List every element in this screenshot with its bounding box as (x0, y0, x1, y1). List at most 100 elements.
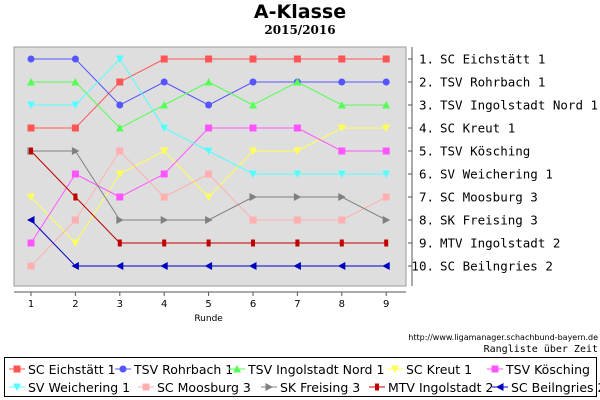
series-7-point-2 (71, 216, 79, 224)
legend-swatch-marker-1 (13, 365, 21, 373)
series-2-point-1 (27, 55, 35, 63)
series-7-point-3 (116, 147, 124, 155)
series-7-point-8 (338, 216, 346, 224)
rank-label-3: 3. (419, 98, 434, 113)
rank-label-9: 9. (419, 236, 434, 251)
series-9-point-6 (251, 239, 255, 247)
legend-swatch-marker-6 (13, 383, 21, 391)
series-9-point-9 (384, 239, 389, 247)
legend-label-7: SC Moosburg 3 (157, 379, 251, 395)
legend-swatch-marker-4 (391, 365, 399, 373)
legend-label-2: TSV Rohrbach 1 (134, 361, 234, 377)
legend-label-3: TSV Ingolstadt Nord 1 (248, 361, 385, 377)
legend-swatch-6 (9, 383, 25, 391)
series-4-point-2 (71, 239, 80, 247)
team-label-7: SC Moosburg 3 (440, 190, 538, 205)
series-9-point-3 (117, 239, 122, 247)
series-4-point-3 (115, 170, 124, 178)
legend-swatch-marker-8 (265, 383, 273, 391)
series-4-point-8 (337, 124, 346, 132)
series-2-point-4 (160, 78, 168, 86)
series-9-point-4 (162, 239, 167, 247)
series-4-point-4 (160, 147, 169, 155)
x-tick-label-5: 5 (205, 299, 211, 310)
series-3-point-7 (293, 78, 302, 86)
series-7 (27, 147, 390, 270)
series-7-point-9 (382, 193, 390, 201)
legend-swatch-marker-2 (119, 365, 127, 373)
series-7-point-4 (160, 193, 168, 201)
series-2-point-9 (382, 78, 390, 86)
series-10-point-8 (337, 262, 346, 270)
series-10-point-7 (293, 262, 301, 270)
legend-label-10: SC Beilngries 2 (511, 379, 600, 395)
team-label-8: SK Freising 3 (440, 213, 538, 228)
series-5-point-5 (205, 124, 213, 132)
series-9-point-1 (29, 147, 33, 155)
rank-label-8: 8. (419, 213, 434, 228)
legend-item-3: TSV Ingolstadt Nord 1 (229, 360, 384, 378)
rank-label-10: 10. (411, 259, 434, 274)
series-6-point-3 (115, 55, 124, 63)
source-url[interactable]: http://www.ligamanager.schachbund-bayern… (408, 333, 598, 342)
series-1-point-5 (205, 55, 213, 63)
series-3-point-1 (27, 78, 35, 86)
team-label-5: TSV Kösching (440, 144, 530, 159)
series-5-point-1 (27, 239, 35, 247)
series-4-point-7 (293, 147, 302, 155)
series-10-point-4 (160, 262, 168, 270)
series-10 (27, 216, 390, 270)
series-5-point-3 (116, 193, 124, 201)
chart-title: A-Klasse (253, 1, 347, 23)
series-1-point-9 (382, 55, 390, 63)
series-5-point-6 (249, 124, 257, 132)
team-label-3: TSV Ingolstadt Nord 1 (440, 98, 598, 113)
legend-label-5: TSV Kösching (506, 361, 590, 377)
series-6-point-2 (71, 101, 80, 109)
series-7-point-6 (249, 216, 257, 224)
series-8-point-6 (249, 193, 257, 201)
series-6-point-5 (204, 147, 213, 155)
legend-swatch-1 (9, 365, 25, 373)
series-3-point-5 (204, 78, 213, 86)
series-6 (27, 55, 391, 178)
legend-swatch-marker-9 (375, 383, 379, 391)
rank-label-4: 4. (419, 121, 434, 136)
legend-item-2: TSV Rohrbach 1 (115, 360, 233, 378)
legend-label-4: SC Kreut 1 (406, 361, 473, 377)
legend-swatch-marker-10 (496, 383, 504, 391)
series-5-point-8 (338, 147, 346, 155)
series-2-point-8 (338, 78, 346, 86)
x-tick-label-3: 3 (117, 299, 123, 310)
series-3-point-4 (160, 101, 169, 109)
legend-swatch-3 (229, 365, 245, 373)
series-1 (27, 55, 390, 132)
series-8-point-5 (205, 216, 213, 224)
chart-caption: Rangliste über Zeit (483, 344, 598, 355)
series-8-point-7 (293, 193, 302, 201)
legend-swatch-5 (487, 365, 503, 373)
series-9-point-7 (295, 239, 300, 247)
series-1-point-2 (71, 124, 79, 132)
legend-swatch-9 (369, 383, 385, 391)
team-label-1: SC Eichstätt 1 (440, 52, 545, 67)
series-3-point-2 (71, 78, 80, 86)
series-6-point-9 (382, 170, 391, 178)
series-6-point-7 (293, 170, 302, 178)
series-6-point-1 (27, 101, 35, 109)
x-tick-label-8: 8 (339, 299, 345, 310)
x-axis-label: Runde (194, 314, 223, 324)
legend-label-9: MTV Ingolstadt 2 (388, 379, 494, 395)
team-label-10: SC Beilngries 2 (440, 259, 553, 274)
series-5-point-4 (160, 170, 168, 178)
series-8-point-4 (160, 216, 169, 224)
rank-label-7: 7. (419, 190, 434, 205)
series-9-point-2 (73, 193, 78, 201)
series-10-point-9 (382, 262, 390, 270)
series-3-point-3 (115, 124, 124, 132)
team-label-4: SC Kreut 1 (440, 121, 515, 136)
series-1-point-8 (338, 55, 346, 63)
rank-chart: 1 2 3 4 5 6 7 8 9 Runde 1. SC Eichstätt 1 2. TSV Rohr… (13, 46, 598, 324)
series-5-point-9 (382, 147, 390, 155)
series-2-point-6 (249, 78, 257, 86)
